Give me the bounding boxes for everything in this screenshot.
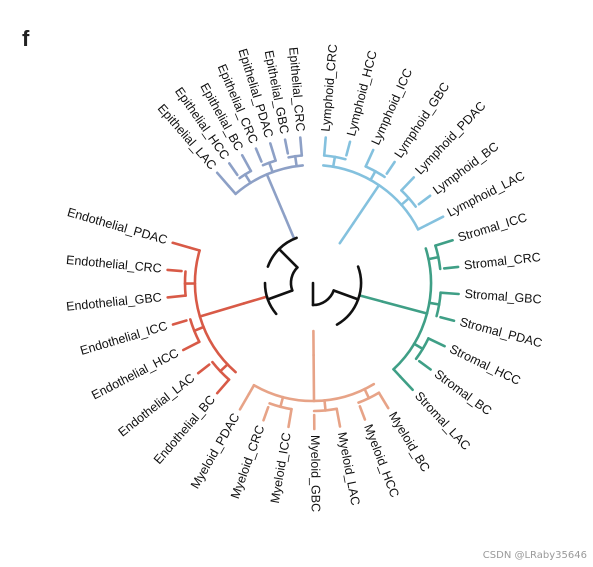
branch-leaf — [439, 315, 456, 323]
root-branch — [277, 247, 299, 269]
branch-leaf — [215, 171, 231, 188]
branch-leaf — [427, 337, 446, 348]
branch-leaf — [182, 340, 201, 352]
root-arc-inner — [311, 289, 335, 307]
leaf-label: Myeloid_GBC — [308, 435, 323, 512]
branch-leaf — [215, 378, 231, 395]
leaf-label: Stromal_ICC — [456, 210, 529, 244]
leaf-label: Stromal_GBC — [464, 287, 542, 307]
leaf-label: Endothelial_GBC — [66, 290, 163, 313]
branch-leaf — [228, 162, 239, 177]
leaf-label: Stromal_PDAC — [458, 315, 543, 350]
branch-clade-link — [227, 185, 237, 196]
branch-leaf — [299, 136, 304, 157]
leaf-label: Lymphoid_HCC — [344, 49, 380, 137]
branch-clade-link — [193, 325, 205, 333]
branch-leaf — [399, 375, 414, 392]
branch-group-base — [338, 222, 355, 245]
branch-leaf — [400, 176, 416, 192]
branch-clade-link — [369, 169, 377, 182]
leaf-labels: Epithelial_CRCEpithelial_GBCEpithelial_P… — [66, 43, 544, 512]
branch-group-stem — [381, 300, 429, 315]
branch-group-base — [358, 294, 384, 303]
branch-clade-link — [428, 301, 441, 306]
branch-clade-link — [323, 399, 327, 412]
leaf-label: Endothelial_CRC — [66, 253, 163, 276]
branch-leaf — [238, 392, 251, 411]
leaf-label: Myeloid_ICC — [268, 432, 294, 505]
root-arc-inner — [289, 266, 299, 292]
branch-clade-link — [392, 368, 402, 378]
branch-leaf — [385, 160, 396, 175]
branch-leaf — [434, 239, 454, 247]
root-arc — [335, 265, 363, 326]
branch-leaf — [442, 265, 460, 270]
branch-group-base — [242, 295, 269, 305]
branch-clade-link — [219, 363, 229, 373]
branch-leaf — [254, 147, 263, 163]
leaf-label: Stromal_CRC — [463, 250, 541, 272]
branch-leaf — [425, 215, 445, 227]
branch-leaf — [240, 154, 253, 173]
leaf-label: Myeloid_LAC — [335, 431, 363, 507]
branch-clade-link — [400, 196, 411, 207]
branch-leaf — [335, 407, 342, 428]
branch-clade-link — [267, 161, 274, 174]
branch-leaf — [269, 142, 277, 162]
branch-clade-link — [279, 395, 285, 409]
branch-leaf — [166, 268, 183, 273]
branch-clade-link — [416, 223, 429, 231]
branch-leaf — [377, 391, 390, 410]
tree-branches — [166, 136, 460, 431]
branch-leaf — [345, 140, 352, 157]
branch-leaf — [283, 138, 290, 155]
branch-clade-link — [188, 246, 201, 252]
root-branch — [332, 289, 360, 301]
branch-leaf — [171, 241, 192, 249]
branch-leaf — [166, 294, 187, 299]
branch-clade-link — [427, 255, 440, 261]
branch-clade-link — [412, 342, 424, 351]
branch-leaf — [417, 194, 432, 206]
branch-clade-link — [243, 173, 252, 185]
watermark: CSDN @LRaby35646 — [482, 550, 587, 561]
leaf-label: Lymphoid_CRC — [319, 43, 341, 132]
branch-leaf — [287, 407, 293, 429]
branch-clade-link — [247, 383, 256, 396]
branch-group-stem — [352, 183, 381, 225]
branch-leaf — [196, 363, 211, 375]
leaf-label: Myeloid_BC — [386, 409, 433, 474]
branch-leaf — [322, 136, 327, 157]
branch-group-base — [283, 215, 296, 241]
branch-group-stem — [198, 302, 246, 318]
branch-leaf — [262, 405, 270, 422]
branch-leaf — [439, 291, 460, 296]
branch-clade-link — [293, 154, 298, 168]
branch-leaf — [358, 405, 367, 421]
branch-leaf — [418, 359, 432, 371]
branch-leaf — [364, 148, 375, 168]
leaf-label: Myeloid_HCC — [361, 422, 401, 499]
leaf-label: Myeloid_CRC — [228, 423, 267, 500]
leaf-label: Endothelial_PDAC — [66, 205, 169, 247]
branch-leaf — [171, 319, 188, 326]
panel-letter: f — [22, 26, 30, 51]
branch-clade-link — [363, 387, 371, 400]
branch-clade-link — [331, 155, 337, 168]
root-branch — [266, 289, 294, 301]
branch-group-stem — [265, 173, 287, 218]
leaf-label: Endothelial_ICC — [78, 319, 169, 358]
